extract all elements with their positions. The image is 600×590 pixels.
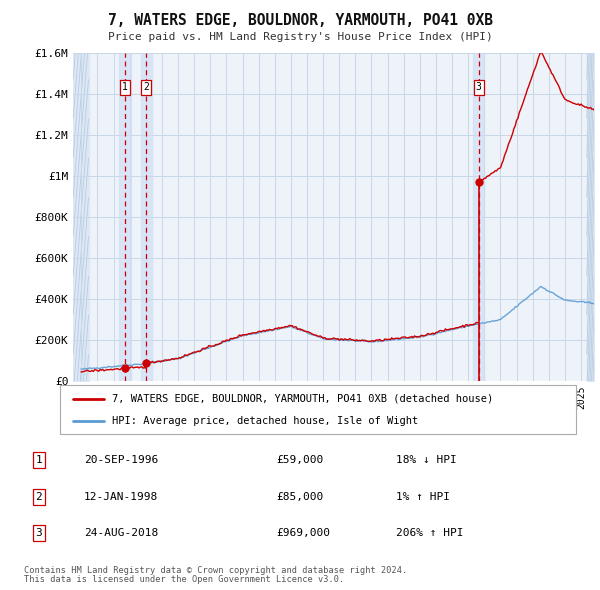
Text: 20-SEP-1996: 20-SEP-1996 [84, 455, 158, 465]
Text: 2: 2 [35, 492, 43, 502]
Bar [473, 53, 484, 381]
Text: 2: 2 [143, 83, 149, 93]
Text: 3: 3 [476, 83, 482, 93]
Text: Price paid vs. HM Land Registry's House Price Index (HPI): Price paid vs. HM Land Registry's House … [107, 32, 493, 42]
Text: 24-AUG-2018: 24-AUG-2018 [84, 529, 158, 538]
Text: 7, WATERS EDGE, BOULDNOR, YARMOUTH, PO41 0XB (detached house): 7, WATERS EDGE, BOULDNOR, YARMOUTH, PO41… [112, 394, 493, 404]
Text: 206% ↑ HPI: 206% ↑ HPI [396, 529, 464, 538]
Text: 7, WATERS EDGE, BOULDNOR, YARMOUTH, PO41 0XB: 7, WATERS EDGE, BOULDNOR, YARMOUTH, PO41… [107, 13, 493, 28]
Text: 18% ↓ HPI: 18% ↓ HPI [396, 455, 457, 465]
Text: HPI: Average price, detached house, Isle of Wight: HPI: Average price, detached house, Isle… [112, 416, 418, 426]
Text: 12-JAN-1998: 12-JAN-1998 [84, 492, 158, 502]
Text: 1% ↑ HPI: 1% ↑ HPI [396, 492, 450, 502]
Text: 1: 1 [122, 83, 128, 93]
Text: £59,000: £59,000 [276, 455, 323, 465]
Text: 1: 1 [35, 455, 43, 465]
Bar [119, 53, 131, 381]
Text: Contains HM Land Registry data © Crown copyright and database right 2024.: Contains HM Land Registry data © Crown c… [24, 566, 407, 575]
Bar [141, 53, 152, 381]
Text: £85,000: £85,000 [276, 492, 323, 502]
Text: This data is licensed under the Open Government Licence v3.0.: This data is licensed under the Open Gov… [24, 575, 344, 584]
Text: 3: 3 [35, 529, 43, 538]
Text: £969,000: £969,000 [276, 529, 330, 538]
